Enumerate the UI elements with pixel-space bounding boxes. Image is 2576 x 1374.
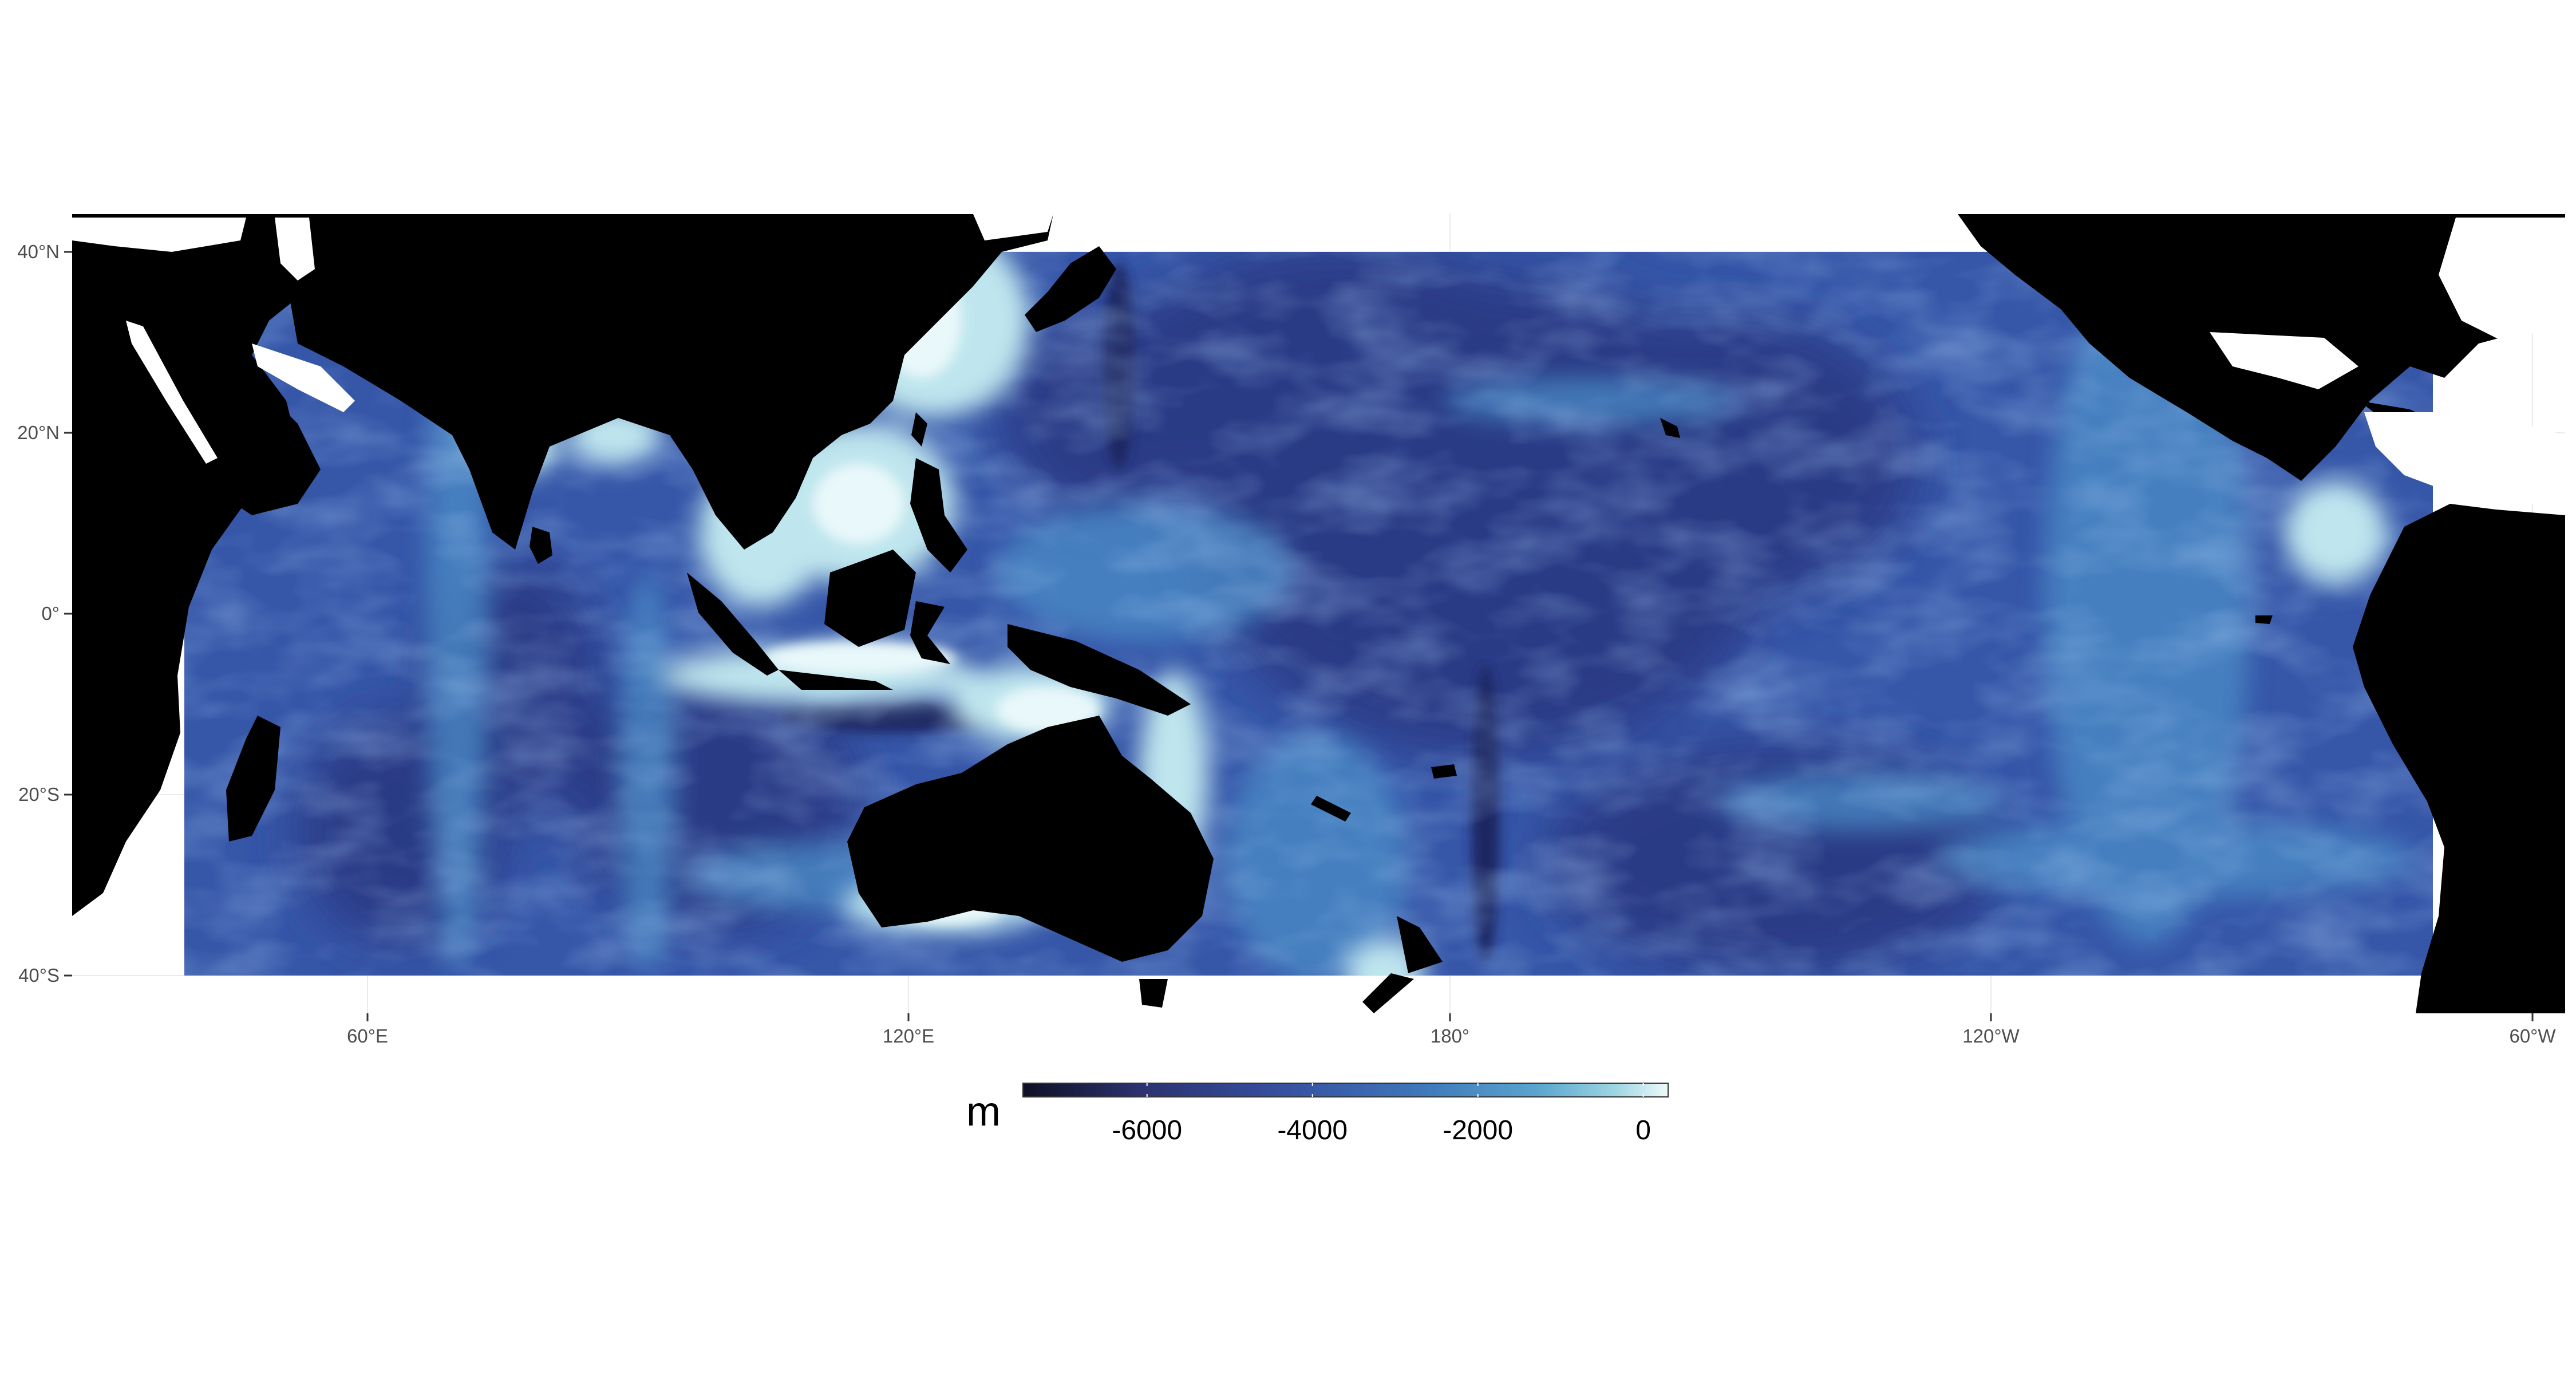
y-tick-label: 0°	[41, 603, 60, 624]
colorbar-label: -6000	[1112, 1115, 1182, 1146]
land-south-america	[2353, 504, 2565, 1013]
land-sri-lanka	[530, 527, 552, 564]
y-tick-label: 20°N	[17, 422, 60, 443]
x-tick-label: 120°E	[883, 1025, 934, 1047]
colorbar-label: -2000	[1443, 1115, 1513, 1146]
caspian-cut	[275, 218, 315, 281]
colorbar	[1022, 1083, 1669, 1097]
atlantic-sliver	[2439, 218, 2565, 344]
land-new-guinea	[1008, 624, 1191, 716]
y-tick-labels: 40°N 20°N 0° 20°S 40°S	[17, 241, 60, 986]
land-hawaii	[1660, 418, 1680, 438]
y-tick-label: 40°N	[17, 241, 60, 262]
y-tick-label: 20°S	[18, 784, 60, 805]
land-sulawesi	[910, 601, 950, 664]
land-borneo	[824, 550, 916, 647]
x-tick-label: 60°E	[347, 1025, 388, 1047]
land-new-caledonia	[1311, 796, 1351, 822]
x-axis	[366, 1013, 2534, 1021]
land-galapagos	[2255, 615, 2273, 624]
land-fiji	[1431, 764, 1457, 779]
x-tick-label: 120°W	[1962, 1025, 2020, 1047]
land-asia	[275, 214, 1053, 550]
y-axis	[64, 251, 72, 977]
land-tasmania	[1139, 979, 1168, 1008]
japan-sea-top	[973, 214, 1053, 240]
colorbar-labels: -6000 -4000 -2000 0	[1112, 1115, 1651, 1146]
mediterranean	[72, 218, 246, 252]
land-philippines	[910, 458, 967, 572]
x-tick-label: 180°	[1431, 1025, 1469, 1047]
gulf-of-mexico	[2210, 332, 2358, 389]
land-taiwan	[911, 412, 927, 447]
colorbar-ticks	[1146, 1083, 1644, 1097]
land-australia	[847, 716, 1214, 962]
land-new-zealand	[1362, 916, 1443, 1013]
colorbar-label: 0	[1635, 1115, 1651, 1146]
non-data-regions	[72, 214, 2565, 504]
colorbar-legend: m -6000 -4000 -2000 0	[966, 1083, 1669, 1146]
legend-title: m	[966, 1089, 1001, 1135]
red-sea	[126, 321, 218, 464]
land-madagascar	[226, 716, 280, 842]
caribbean-sea	[2364, 412, 2565, 504]
colorbar-label: -4000	[1277, 1115, 1348, 1146]
land-sumatra	[687, 572, 779, 676]
persian-gulf	[252, 344, 355, 412]
land-arabia	[172, 321, 321, 515]
land-java	[779, 670, 893, 690]
land-masses	[72, 214, 2565, 1013]
y-tick-label: 40°S	[18, 965, 60, 986]
x-tick-labels: 60°E 120°E 180° 120°W 60°W	[347, 1025, 2556, 1047]
land-japan	[1025, 246, 1116, 332]
x-tick-label: 60°W	[2509, 1025, 2556, 1047]
